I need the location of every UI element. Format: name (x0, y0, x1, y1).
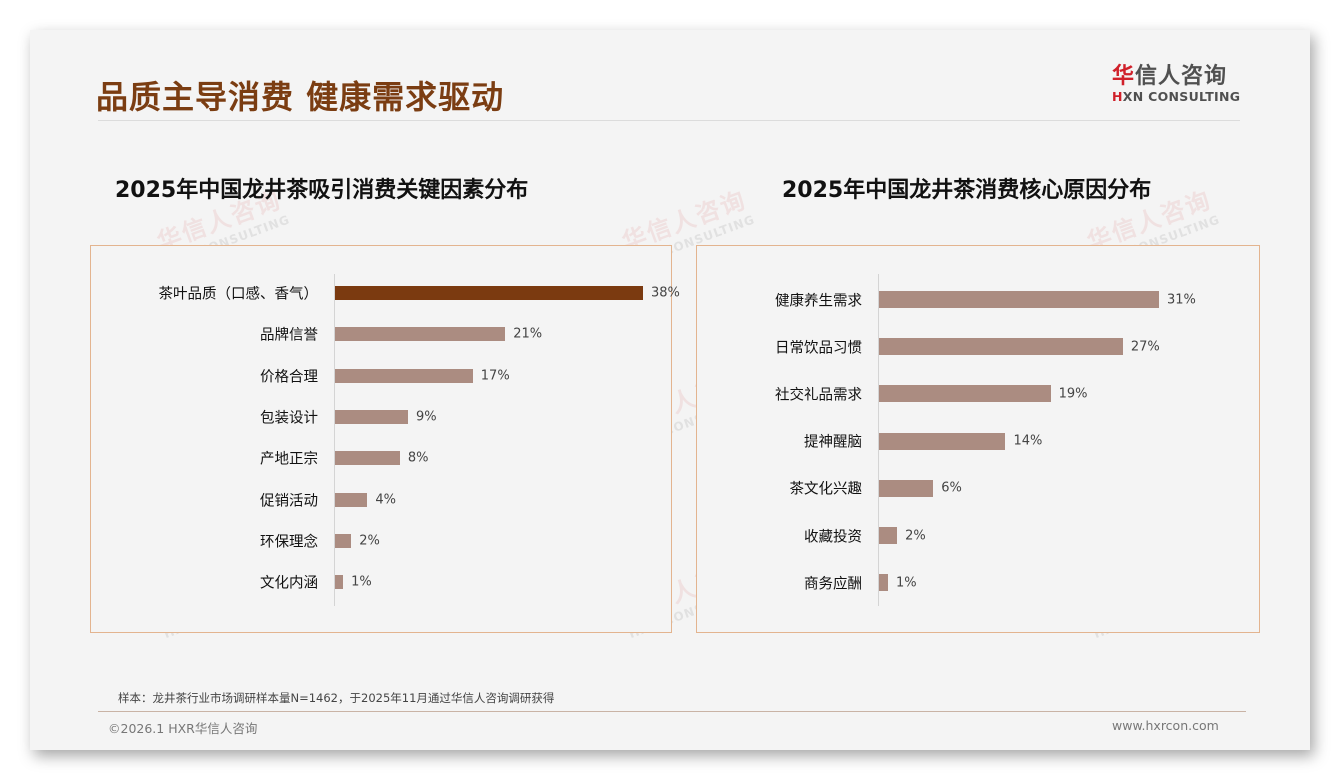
bar-value-label: 6% (941, 480, 962, 496)
bar-value-label: 2% (359, 533, 380, 549)
company-logo: 华信人咨询 HXN CONSULTING (1112, 64, 1242, 104)
bar-row: 包装设计 9% (91, 409, 671, 426)
bar-row: 茶叶品质（口感、香气） 38% (91, 286, 680, 303)
bar-value-label: 19% (1058, 386, 1088, 402)
bar-category-label: 商务应酬 (804, 576, 862, 593)
bar-value-label: 1% (351, 574, 372, 590)
bar-category-label: 价格合理 (260, 369, 318, 386)
bar-value-label: 8% (407, 450, 429, 466)
bar-category-label: 茶文化兴趣 (789, 481, 863, 498)
bar (335, 327, 506, 342)
bar-value-label: 1% (896, 575, 917, 591)
bar-value-label: 4% (375, 492, 397, 507)
bar-row: 社交礼品需求 19% (697, 385, 1259, 404)
bar-category-label: 包装设计 (260, 410, 318, 427)
title-divider (98, 120, 1240, 121)
category-axis (878, 274, 879, 606)
bar-category-label: 茶叶品质（口感、香气） (158, 286, 319, 303)
bar-category-label: 健康养生需求 (775, 293, 862, 309)
bar-category-label: 日常饮品习惯 (775, 340, 862, 357)
footer-divider (98, 711, 1246, 712)
chart-title-left: 2025年中国龙井茶吸引消费关键因素分布 (115, 178, 529, 203)
bar-row: 提神醒脑 14% (697, 432, 1259, 451)
bar (335, 368, 473, 383)
bar (335, 286, 643, 300)
bar-row: 品牌信誉 21% (91, 326, 671, 344)
slide: 品质主导消费 健康需求驱动 华信人咨询 HXN CONSULTING 华信人咨询… (30, 30, 1310, 750)
bar-value-label: 2% (905, 528, 926, 543)
bar-row: 产地正宗 8% (91, 450, 671, 468)
website-link[interactable]: www.hxrcon.com (1112, 718, 1219, 733)
page-title: 品质主导消费 健康需求驱动 (96, 78, 505, 116)
logo-cn: 华信人咨询 (1112, 64, 1242, 90)
copyright: ©2026.1 HXR华信人咨询 (108, 721, 258, 736)
bar-row: 价格合理 17% (91, 368, 671, 385)
bar-category-label: 品牌信誉 (260, 327, 318, 344)
bar (879, 432, 1006, 450)
bar-row: 环保理念 2% (91, 533, 671, 550)
bar (335, 575, 344, 590)
bar-value-label: 21% (513, 326, 543, 342)
logo-cn-rest: 信人咨询 (1135, 64, 1228, 89)
bar (879, 479, 934, 497)
bar (879, 338, 1123, 356)
sample-footnote: 样本：龙井茶行业市场调研样本量N=1462，于2025年11月通过华信人咨询调研… (118, 691, 555, 705)
bar-row: 茶文化兴趣 6% (697, 479, 1259, 498)
bar-row: 促销活动 4% (91, 492, 671, 509)
category-axis (334, 274, 335, 606)
bar-value-label: 9% (415, 409, 437, 425)
bar-row: 健康养生需求 31% (697, 291, 1259, 309)
chart-panel-key-factors: 茶叶品质（口感、香气） 38% 品牌信誉 21% 价格合理 17% 包装设计 9% 产地正宗 8%… (90, 245, 680, 633)
bar (879, 385, 1051, 403)
bar (335, 409, 408, 424)
bar-category-label: 产地正宗 (260, 451, 318, 468)
bar-value-label: 27% (1130, 339, 1160, 355)
bar-category-label: 环保理念 (260, 534, 318, 551)
bar-row: 商务应酬 1% (697, 574, 1259, 593)
bar-category-label: 提神醒脑 (804, 434, 862, 451)
bar (879, 574, 889, 592)
logo-cn-first: 华 (1112, 64, 1136, 89)
bar-value-label: 31% (1167, 292, 1196, 307)
bar (335, 451, 400, 466)
chart-panel-core-reasons: 健康养生需求 31% 日常饮品习惯 27% 社交礼品需求 19% 提神醒脑 14% 茶文化兴趣 6… (696, 245, 1260, 633)
bar-category-label: 促销活动 (260, 493, 318, 509)
bar-row: 日常饮品习惯 27% (697, 338, 1259, 357)
bar-category-label: 社交礼品需求 (775, 387, 862, 404)
chart-title-right: 2025年中国龙井茶消费核心原因分布 (782, 178, 1152, 203)
bar-row: 收藏投资 2% (697, 527, 1259, 545)
bar (335, 492, 368, 507)
logo-en-h: H (1112, 89, 1123, 104)
bar (879, 291, 1159, 308)
bar-value-label: 14% (1013, 433, 1043, 449)
bar-value-label: 17% (480, 368, 510, 384)
logo-en-rest: XN CONSULTING (1122, 89, 1241, 104)
bar-category-label: 文化内涵 (260, 575, 318, 592)
bar-value-label: 38% (651, 285, 680, 301)
bar-row: 文化内涵 1% (91, 574, 671, 592)
bar (879, 527, 898, 544)
bar (335, 533, 352, 548)
bar-category-label: 收藏投资 (804, 529, 862, 545)
logo-en: HXN CONSULTING (1112, 90, 1242, 104)
